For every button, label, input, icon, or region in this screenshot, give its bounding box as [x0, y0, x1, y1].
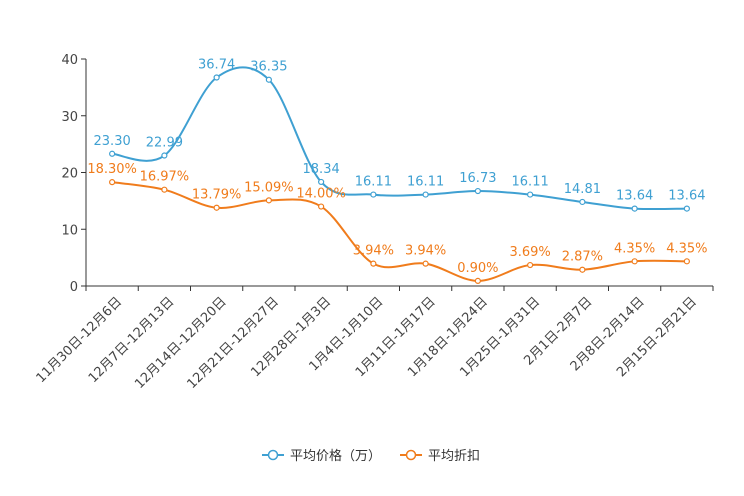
- data-point: [109, 150, 116, 157]
- axes: 01020304011月30日-12月6日12月7日-12月13日12月14日-…: [34, 53, 714, 392]
- data-label: 3.94%: [405, 244, 446, 259]
- series-average-discount: 18.30%16.97%13.79% 15.09% 14.00% 3.94% 3.94%…: [87, 162, 708, 284]
- data-point: [370, 260, 377, 267]
- data-point: [370, 191, 377, 198]
- data-label: 0.90%: [457, 261, 498, 276]
- data-point: [109, 179, 116, 186]
- legend-item-average-discount[interactable]: 平均折扣: [400, 449, 480, 464]
- data-point: [265, 197, 272, 204]
- y-tick-label: 30: [61, 110, 78, 125]
- data-label: 14.00%: [296, 187, 346, 202]
- data-point: [474, 277, 481, 284]
- data-label: 23.30: [94, 134, 131, 149]
- y-tick-label: 40: [61, 53, 78, 68]
- data-label: 14.81: [564, 182, 601, 197]
- data-point: [318, 203, 325, 210]
- legend-marker-icon: [267, 449, 279, 461]
- data-point: [161, 186, 168, 193]
- legend-marker-icon: [405, 449, 417, 461]
- data-point: [631, 205, 638, 212]
- data-label: 16.73: [459, 171, 496, 186]
- data-label: 36.74: [198, 58, 235, 73]
- data-point: [265, 76, 272, 83]
- data-point: [527, 191, 534, 198]
- data-point: [631, 258, 638, 265]
- data-label: 22.99: [146, 136, 183, 151]
- data-label: 3.69%: [509, 245, 550, 260]
- y-tick-label: 0: [70, 280, 78, 295]
- x-tick-label: 11月30日-12月6日: [34, 294, 126, 386]
- data-point: [161, 152, 168, 159]
- data-point: [474, 187, 481, 195]
- data-point: [683, 258, 690, 265]
- legend-label: 平均价格（万）: [290, 448, 381, 464]
- y-tick-label: 20: [61, 167, 78, 182]
- data-label: 13.79%: [192, 188, 242, 203]
- data-label: 2.87%: [562, 250, 603, 265]
- x-tick-label: 12月14日-12月20日: [132, 294, 229, 391]
- data-label: 16.97%: [140, 170, 190, 185]
- legend[interactable]: 平均价格（万） 平均折扣: [262, 448, 480, 464]
- data-label: 18.34: [303, 162, 340, 177]
- data-point: [422, 260, 429, 267]
- data-label: 16.11: [512, 175, 549, 190]
- data-label: 16.11: [407, 175, 444, 190]
- y-tick-label: 10: [61, 223, 78, 238]
- data-label: 4.35%: [614, 241, 655, 256]
- data-label: 4.35%: [666, 241, 707, 256]
- data-label: 13.64: [668, 189, 705, 204]
- data-label: 3.94%: [353, 244, 394, 259]
- data-point: [422, 191, 429, 198]
- series-layer: 23.30 22.99 36.74 36.35 18.34 16.11 16.11 16.73…: [87, 58, 708, 284]
- data-point: [213, 204, 220, 211]
- series-average-price: 23.30 22.99 36.74 36.35 18.34 16.11 16.11 16.73…: [94, 58, 705, 212]
- data-point: [579, 266, 586, 273]
- data-label: 13.64: [616, 189, 653, 204]
- data-label: 18.30%: [87, 162, 137, 177]
- data-point: [318, 178, 325, 186]
- legend-item-average-price[interactable]: 平均价格（万）: [262, 448, 381, 464]
- data-label: 15.09%: [244, 180, 294, 195]
- data-label: 36.35: [250, 60, 287, 75]
- data-point: [579, 198, 586, 206]
- data-point: [527, 261, 534, 269]
- x-tick-label: 12月21日-12月27日: [184, 294, 281, 391]
- data-point: [213, 74, 220, 81]
- legend-label: 平均折扣: [428, 449, 480, 464]
- data-label: 16.11: [355, 175, 392, 190]
- data-point: [683, 205, 690, 212]
